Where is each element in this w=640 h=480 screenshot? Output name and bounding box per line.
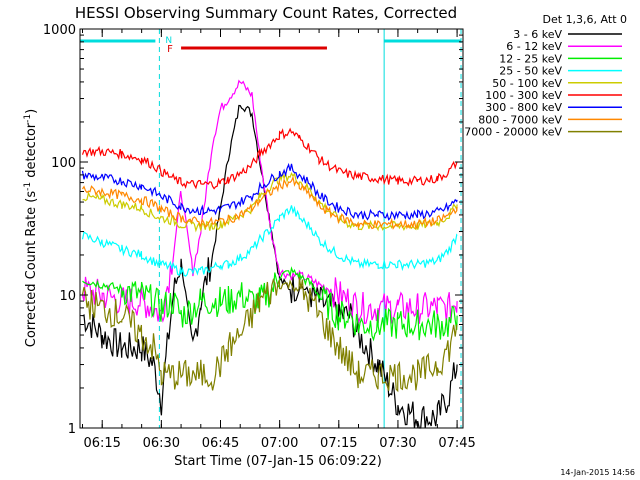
annotations-layer: NF xyxy=(80,36,462,55)
series-layer xyxy=(81,79,458,429)
y-axis: 1 10 100 1000 xyxy=(43,23,463,437)
y-tick-label: 100 xyxy=(51,156,76,171)
legend-header: Det 1,3,6, Att 0 xyxy=(543,13,627,26)
plot-frame xyxy=(79,28,464,429)
x-tick-label: 06:45 xyxy=(202,436,239,451)
legend-label: 12 - 25 keV xyxy=(499,52,562,65)
legend-label: 25 - 50 keV xyxy=(499,65,562,78)
series-line xyxy=(82,266,458,342)
x-tick-label: 07:45 xyxy=(438,436,475,451)
series-line xyxy=(81,205,458,277)
x-tick-label: 06:15 xyxy=(83,436,120,451)
y-tick-label: 1 xyxy=(68,422,76,437)
x-tick-label: 07:30 xyxy=(379,436,416,451)
legend-label: 800 - 7000 keV xyxy=(478,113,562,126)
y-axis-label: Corrected Count Rate (s-1 detector-1) xyxy=(23,109,39,347)
y-tick-label: 10 xyxy=(59,289,76,304)
x-tick-label: 06:30 xyxy=(143,436,180,451)
series-line xyxy=(81,175,458,230)
chart-title: HESSI Observing Summary Count Rates, Cor… xyxy=(75,4,457,22)
legend-label: 300 - 800 keV xyxy=(485,101,562,114)
x-axis-label: Start Time (07-Jan-15 06:09:22) xyxy=(174,454,382,469)
series-line xyxy=(81,162,458,221)
series-line xyxy=(81,127,458,190)
legend-label: 50 - 100 keV xyxy=(492,77,562,90)
legend-label: 100 - 300 keV xyxy=(485,89,562,102)
x-axis: 06:15 06:30 06:45 07:00 07:15 07:30 07:45 xyxy=(81,29,476,451)
series-line xyxy=(81,79,458,325)
legend-label: 6 - 12 keV xyxy=(506,40,562,53)
series-line xyxy=(81,276,458,393)
y-tick-label: 1000 xyxy=(43,23,76,38)
footer-date: 14-Jan-2015 14:56 xyxy=(560,468,635,477)
flare-label: F xyxy=(167,44,173,55)
night-marker-label: N xyxy=(165,36,172,46)
x-tick-label: 07:15 xyxy=(320,436,357,451)
legend-label: 3 - 6 keV xyxy=(513,28,562,41)
x-tick-label: 07:00 xyxy=(261,436,298,451)
legend-label: 7000 - 20000 keV xyxy=(464,126,562,139)
